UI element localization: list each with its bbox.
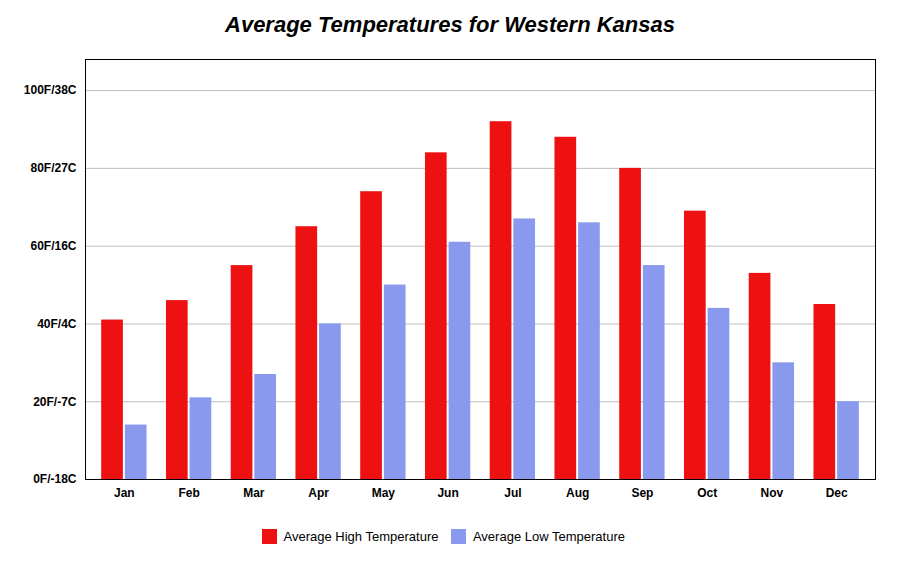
svg-text:80F/27C: 80F/27C [30,161,76,175]
html-text:Average Low Temperature: Average Low Temperature [472,529,625,544]
svg-text:40F/4C: 40F/4C [37,317,77,331]
svg-text:20F/-7C: 20F/-7C [33,395,77,409]
svg-text:60F/16C: 60F/16C [30,239,76,253]
svg-text:0F/-18C: 0F/-18C [33,472,77,486]
svg-text:Jan: Jan [114,486,135,500]
svg-text:Sep: Sep [631,486,653,500]
svg-text:100F/38C: 100F/38C [24,83,77,97]
svg-text:Jul: Jul [504,486,521,500]
svg-text:Mar: Mar [243,486,265,500]
svg-text:Jun: Jun [437,486,458,500]
svg-text:Feb: Feb [178,486,199,500]
svg-text:Oct: Oct [697,486,717,500]
svg-text:Dec: Dec [826,486,848,500]
svg-text:Aug: Aug [566,486,589,500]
html-text:Average High Temperature: Average High Temperature [283,529,439,544]
html-text:Average Temperatures for Weste: Average Temperatures for Western Kansas [225,12,675,37]
svg-text:May: May [372,486,396,500]
svg-text:Apr: Apr [308,486,329,500]
svg-text:Nov: Nov [761,486,784,500]
